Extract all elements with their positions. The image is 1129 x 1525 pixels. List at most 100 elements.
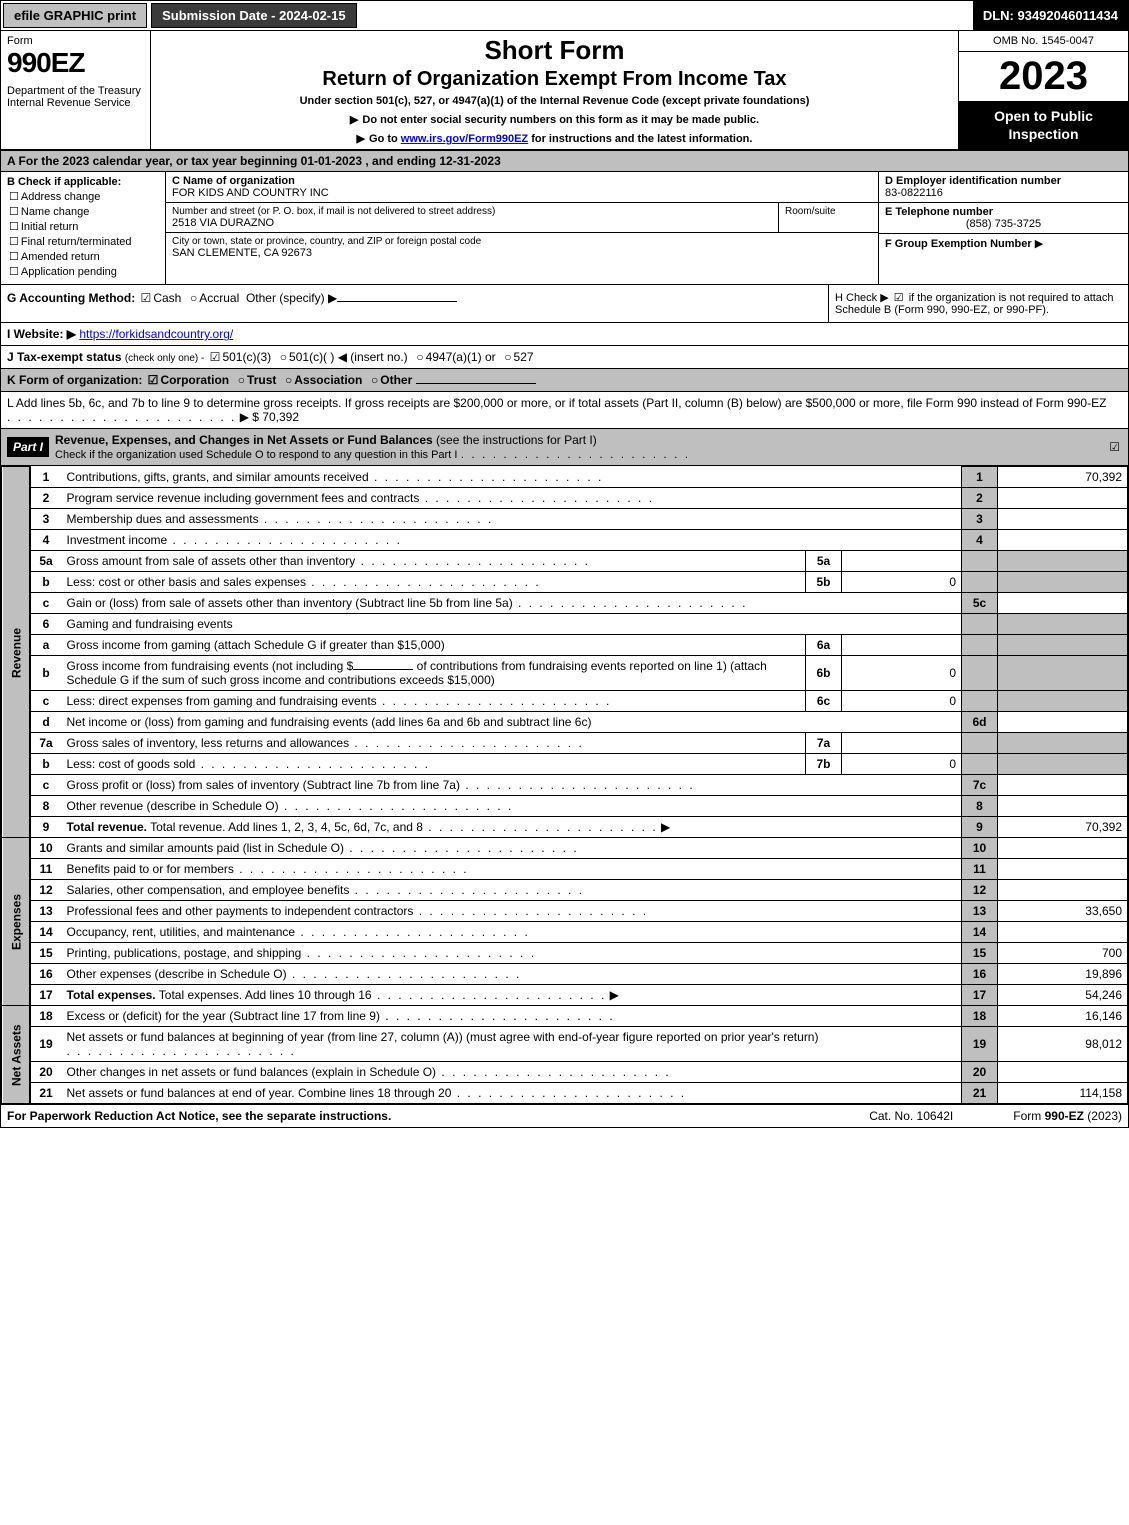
short-form-title: Short Form — [157, 35, 952, 66]
line-19: 19Net assets or fund balances at beginni… — [2, 1027, 1128, 1062]
chk-address-change[interactable]: Address change — [7, 190, 159, 203]
revenue-label: Revenue — [2, 467, 30, 838]
line-12: 12Salaries, other compensation, and empl… — [2, 880, 1128, 901]
col-def: D Employer identification number 83-0822… — [878, 172, 1128, 284]
expenses-label: Expenses — [2, 838, 30, 1006]
l-amount: $ 70,392 — [252, 410, 299, 424]
line-9: 9Total revenue. Total revenue. Add lines… — [2, 817, 1128, 838]
j-4947-check[interactable] — [414, 350, 425, 364]
j-501c-check[interactable] — [278, 350, 289, 364]
line-1: Revenue 1 Contributions, gifts, grants, … — [2, 467, 1128, 488]
row-l-gross-receipts: L Add lines 5b, 6c, and 7b to line 9 to … — [1, 392, 1128, 429]
omb-number: OMB No. 1545-0047 — [959, 31, 1128, 52]
h-schedule-b: H Check ▶ if the organization is not req… — [828, 285, 1128, 322]
line-18: Net Assets 18Excess or (deficit) for the… — [2, 1006, 1128, 1027]
d-label: D Employer identification number — [885, 175, 1122, 187]
tax-year: 2023 — [959, 52, 1128, 101]
line-7a: 7aGross sales of inventory, less returns… — [2, 733, 1128, 754]
chk-initial-return[interactable]: Initial return — [7, 220, 159, 233]
d-ein: 83-0822116 — [885, 187, 1122, 199]
c-street: 2518 VIA DURAZNO — [172, 217, 772, 229]
line-6c: cLess: direct expenses from gaming and f… — [2, 691, 1128, 712]
g-accrual-check[interactable] — [188, 291, 199, 305]
e-cell: E Telephone number (858) 735-3725 — [879, 203, 1128, 234]
dept-label: Department of the Treasury — [7, 85, 144, 97]
footer-catalog: Cat. No. 10642I — [869, 1109, 953, 1123]
form-label: Form — [7, 35, 144, 47]
line-6d: dNet income or (loss) from gaming and fu… — [2, 712, 1128, 733]
c-city-label: City or town, state or province, country… — [172, 236, 872, 247]
c-city: SAN CLEMENTE, CA 92673 — [172, 247, 872, 259]
chk-amended-return[interactable]: Amended return — [7, 250, 159, 263]
line-14: 14Occupancy, rent, utilities, and mainte… — [2, 922, 1128, 943]
line-5b: bLess: cost or other basis and sales exp… — [2, 572, 1128, 593]
line-8: 8Other revenue (describe in Schedule O) … — [2, 796, 1128, 817]
e-label: E Telephone number — [885, 206, 1122, 218]
col-b: B Check if applicable: Address change Na… — [1, 172, 166, 284]
j-501c3-check[interactable] — [208, 350, 223, 364]
line-5a: 5aGross amount from sale of assets other… — [2, 551, 1128, 572]
note-1: Do not enter social security numbers on … — [157, 113, 952, 126]
k-other-input[interactable] — [416, 383, 536, 384]
website-link[interactable]: https://forkidsandcountry.org/ — [79, 327, 233, 341]
netassets-label: Net Assets — [2, 1006, 30, 1104]
part-i-header: Part I Revenue, Expenses, and Changes in… — [1, 429, 1128, 466]
row-a-tax-year: A For the 2023 calendar year, or tax yea… — [1, 151, 1128, 172]
row-j-tax-exempt: J Tax-exempt status (check only one) - 5… — [1, 346, 1128, 369]
g-cash-check[interactable] — [139, 291, 154, 305]
chk-application-pending[interactable]: Application pending — [7, 265, 159, 278]
footer-left: For Paperwork Reduction Act Notice, see … — [7, 1109, 391, 1123]
chk-final-return[interactable]: Final return/terminated — [7, 235, 159, 248]
lines-table: Revenue 1 Contributions, gifts, grants, … — [1, 466, 1128, 1104]
line-6: 6Gaming and fundraising events — [2, 614, 1128, 635]
g-accounting: G Accounting Method: Cash Accrual Other … — [1, 285, 828, 322]
line-20: 20Other changes in net assets or fund ba… — [2, 1062, 1128, 1083]
k-trust-check[interactable] — [236, 373, 247, 387]
col-c: C Name of organization FOR KIDS AND COUN… — [166, 172, 878, 284]
header-right: OMB No. 1545-0047 2023 Open to Public In… — [958, 31, 1128, 149]
part-i-schedule-o-check[interactable] — [1107, 440, 1122, 454]
c-room-label: Room/suite — [785, 206, 872, 217]
irs-link[interactable]: www.irs.gov/Form990EZ — [401, 133, 528, 145]
row-i-website: I Website: ▶ https://forkidsandcountry.o… — [1, 323, 1128, 346]
top-bar: efile GRAPHIC print Submission Date - 20… — [1, 1, 1128, 31]
k-assoc-check[interactable] — [283, 373, 294, 387]
h-check[interactable] — [892, 292, 906, 304]
part-i-title: Revenue, Expenses, and Changes in Net As… — [55, 433, 1107, 461]
open-inspection-badge: Open to Public Inspection — [959, 101, 1128, 149]
f-arrow-icon: ▶ — [1035, 238, 1043, 250]
submission-date-badge: Submission Date - 2024-02-15 — [151, 3, 357, 28]
note-2: Go to www.irs.gov/Form990EZ for instruct… — [157, 132, 952, 145]
line-5c: cGain or (loss) from sale of assets othe… — [2, 593, 1128, 614]
line-17: 17Total expenses. Total expenses. Add li… — [2, 985, 1128, 1006]
k-corp-check[interactable] — [146, 373, 161, 387]
part-i-label: Part I — [7, 437, 49, 457]
chk-name-change[interactable]: Name change — [7, 205, 159, 218]
row-g-h: G Accounting Method: Cash Accrual Other … — [1, 285, 1128, 323]
form-number: 990EZ — [7, 47, 144, 79]
line-11: 11Benefits paid to or for members 11 — [2, 859, 1128, 880]
line-3: 3Membership dues and assessments 3 — [2, 509, 1128, 530]
form-header: Form 990EZ Department of the Treasury In… — [1, 31, 1128, 151]
line-10: Expenses 10Grants and similar amounts pa… — [2, 838, 1128, 859]
j-527-check[interactable] — [502, 350, 513, 364]
line-21: 21Net assets or fund balances at end of … — [2, 1083, 1128, 1104]
f-cell: F Group Exemption Number ▶ — [879, 234, 1128, 253]
row-k-org-form: K Form of organization: Corporation Trus… — [1, 369, 1128, 392]
dln-badge: DLN: 93492046011434 — [973, 1, 1128, 30]
efile-print-button[interactable]: efile GRAPHIC print — [3, 3, 147, 28]
header-left: Form 990EZ Department of the Treasury In… — [1, 31, 151, 149]
line-6b: bGross income from fundraising events (n… — [2, 656, 1128, 691]
c-name-label: C Name of organization — [172, 175, 872, 187]
f-label: F Group Exemption Number — [885, 238, 1032, 250]
line-7c: cGross profit or (loss) from sales of in… — [2, 775, 1128, 796]
d-cell: D Employer identification number 83-0822… — [879, 172, 1128, 203]
irs-label: Internal Revenue Service — [7, 97, 144, 109]
c-org-name: FOR KIDS AND COUNTRY INC — [172, 187, 872, 199]
col-b-header: B Check if applicable: — [7, 176, 159, 188]
line-13: 13Professional fees and other payments t… — [2, 901, 1128, 922]
g-other-input[interactable] — [337, 301, 457, 302]
k-other-check[interactable] — [369, 373, 380, 387]
line-7b: bLess: cost of goods sold 7b0 — [2, 754, 1128, 775]
line-2: 2Program service revenue including gover… — [2, 488, 1128, 509]
